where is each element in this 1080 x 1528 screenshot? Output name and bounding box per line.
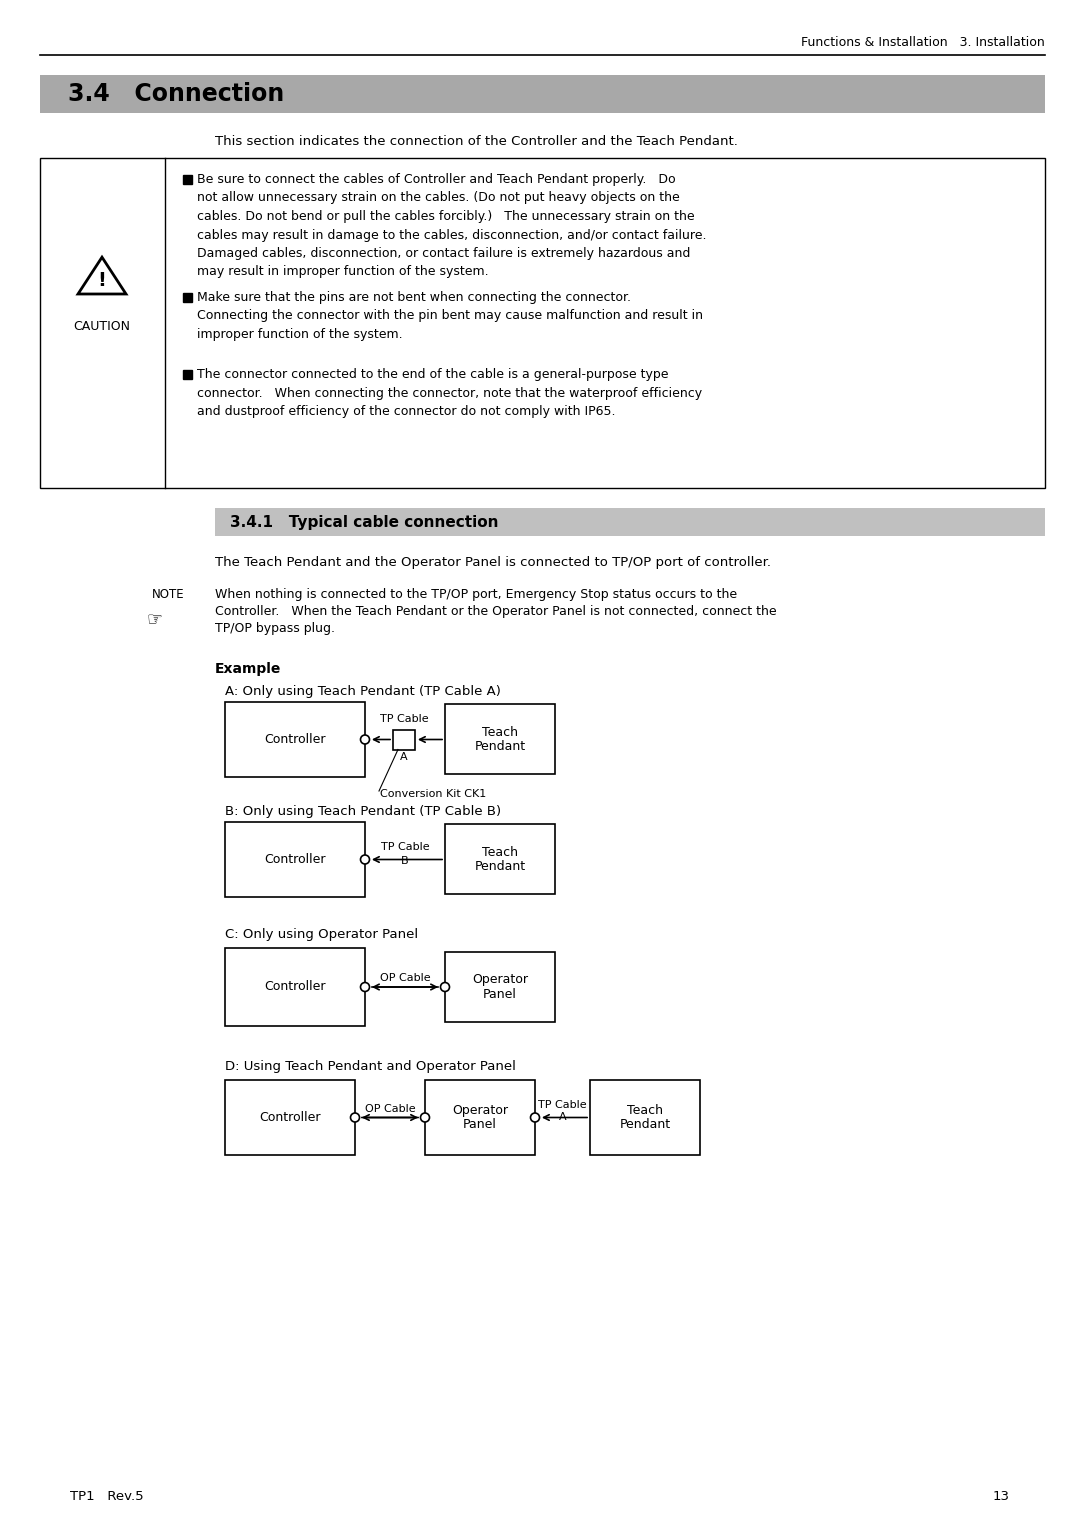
Text: TP/OP bypass plug.: TP/OP bypass plug. [215, 622, 335, 636]
Text: !: ! [97, 270, 107, 289]
Bar [225, 822, 365, 897]
Bar [445, 824, 555, 894]
Circle shape [441, 983, 449, 992]
Bar [215, 507, 1045, 536]
Text: A: A [401, 752, 408, 761]
Circle shape [530, 1112, 540, 1122]
Bar [426, 1080, 535, 1155]
Text: B: Only using Teach Pendant (TP Cable B): B: Only using Teach Pendant (TP Cable B) [225, 805, 501, 817]
Text: Operator: Operator [453, 1105, 508, 1117]
Text: Conversion Kit CK1: Conversion Kit CK1 [380, 788, 486, 799]
Text: Controller.   When the Teach Pendant or the Operator Panel is not connected, con: Controller. When the Teach Pendant or th… [215, 605, 777, 617]
Bar [225, 1080, 355, 1155]
Text: TP1   Rev.5: TP1 Rev.5 [70, 1490, 144, 1504]
Bar [40, 157, 1045, 487]
Text: The connector connected to the end of the cable is a general-purpose type
connec: The connector connected to the end of th… [197, 368, 702, 419]
Circle shape [361, 735, 369, 744]
Text: Panel: Panel [463, 1118, 497, 1131]
Text: Example: Example [215, 662, 282, 675]
Text: C: Only using Operator Panel: C: Only using Operator Panel [225, 927, 418, 941]
Bar [445, 952, 555, 1022]
Circle shape [361, 983, 369, 992]
Text: The Teach Pendant and the Operator Panel is connected to TP/OP port of controlle: The Teach Pendant and the Operator Panel… [215, 556, 771, 568]
Text: A: A [558, 1112, 566, 1123]
Text: Teach: Teach [627, 1105, 663, 1117]
Text: Be sure to connect the cables of Controller and Teach Pendant properly.   Do
not: Be sure to connect the cables of Control… [197, 173, 706, 278]
Text: Controller: Controller [259, 1111, 321, 1125]
Text: Functions & Installation   3. Installation: Functions & Installation 3. Installation [801, 37, 1045, 49]
Text: Pendant: Pendant [474, 859, 526, 872]
Text: D: Using Teach Pendant and Operator Panel: D: Using Teach Pendant and Operator Pane… [225, 1060, 516, 1073]
Text: When nothing is connected to the TP/OP port, Emergency Stop status occurs to the: When nothing is connected to the TP/OP p… [215, 588, 738, 601]
Bar [590, 1080, 700, 1155]
Text: B: B [401, 856, 409, 865]
Text: Panel: Panel [483, 987, 517, 1001]
Text: Controller: Controller [265, 853, 326, 866]
Text: 3.4.1   Typical cable connection: 3.4.1 Typical cable connection [230, 515, 499, 530]
Text: TP Cable: TP Cable [380, 842, 430, 851]
Text: ☞: ☞ [147, 610, 163, 628]
Text: TP Cable: TP Cable [380, 714, 429, 723]
Circle shape [361, 856, 369, 863]
Text: Controller: Controller [265, 981, 326, 993]
Bar [183, 370, 192, 379]
Text: Teach: Teach [482, 845, 518, 859]
Text: NOTE: NOTE [152, 588, 185, 601]
Text: CAUTION: CAUTION [73, 319, 131, 333]
Bar [225, 701, 365, 778]
Bar [445, 704, 555, 775]
Bar [40, 75, 1045, 113]
Text: OP Cable: OP Cable [380, 973, 430, 983]
Circle shape [420, 1112, 430, 1122]
Bar [183, 176, 192, 183]
Text: TP Cable: TP Cable [538, 1100, 586, 1109]
Text: This section indicates the connection of the Controller and the Teach Pendant.: This section indicates the connection of… [215, 134, 738, 148]
Text: Controller: Controller [265, 733, 326, 746]
Text: Teach: Teach [482, 726, 518, 738]
Text: Pendant: Pendant [474, 740, 526, 752]
Bar [225, 947, 365, 1025]
Text: 13: 13 [993, 1490, 1010, 1504]
Text: Operator: Operator [472, 973, 528, 987]
Text: Pendant: Pendant [620, 1118, 671, 1131]
Text: A: Only using Teach Pendant (TP Cable A): A: Only using Teach Pendant (TP Cable A) [225, 685, 501, 698]
Bar [393, 729, 415, 750]
Text: Make sure that the pins are not bent when connecting the connector.
Connecting t: Make sure that the pins are not bent whe… [197, 290, 703, 341]
Text: OP Cable: OP Cable [365, 1103, 416, 1114]
Bar [183, 293, 192, 303]
Circle shape [351, 1112, 360, 1122]
Text: 3.4   Connection: 3.4 Connection [68, 83, 284, 105]
